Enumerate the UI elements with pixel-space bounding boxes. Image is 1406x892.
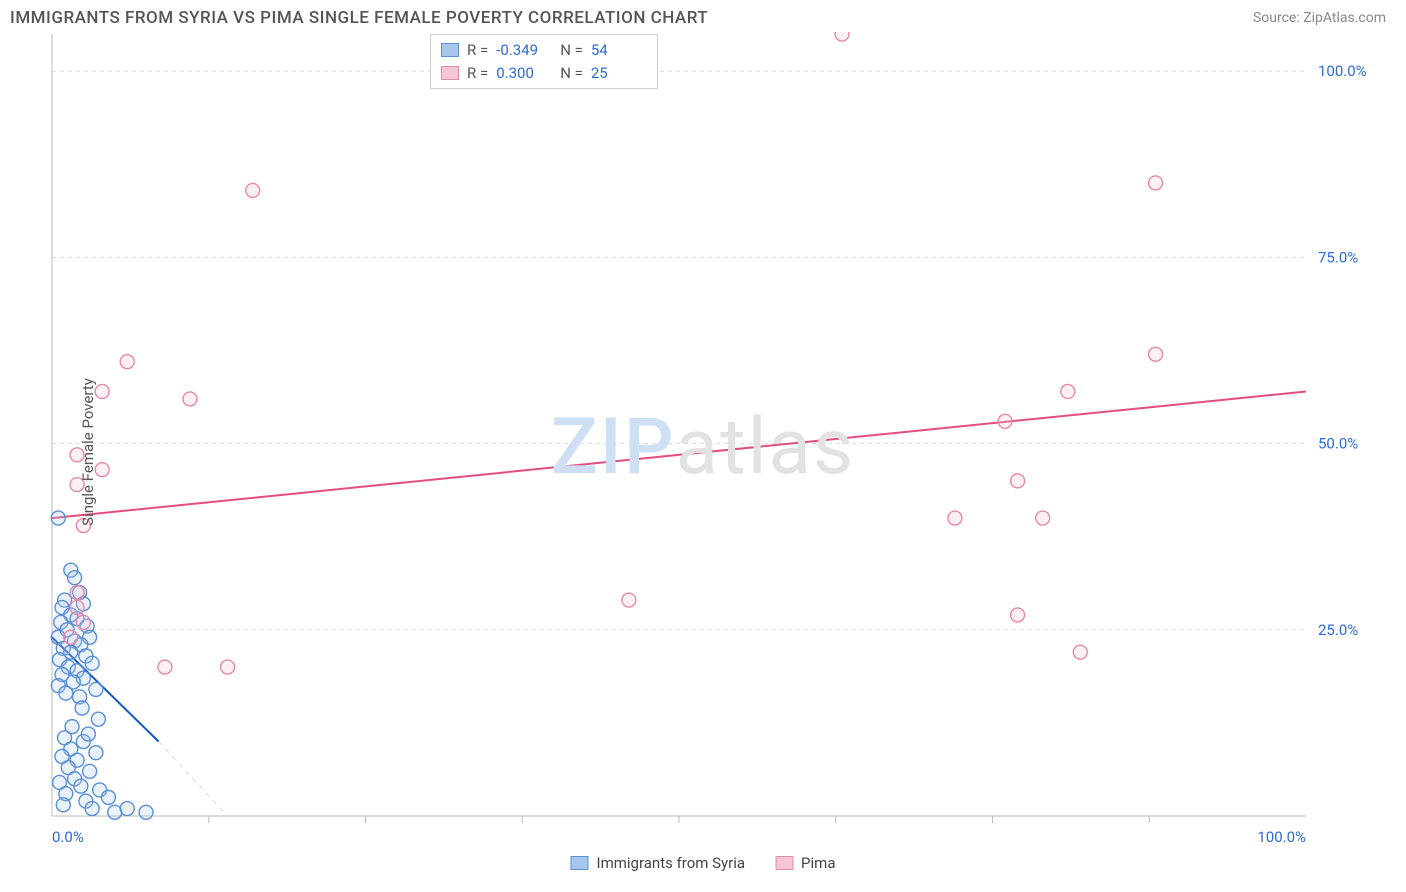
svg-text:75.0%: 75.0% [1318,248,1358,266]
svg-text:100.0%: 100.0% [1257,828,1306,846]
scatter-chart: 25.0% 50.0% 75.0% 100.0% 0.0% 100.0% [10,32,1396,872]
chart-title: IMMIGRANTS FROM SYRIA VS PIMA SINGLE FEM… [10,8,708,28]
chart-source: Source: ZipAtlas.com [1253,10,1386,26]
chart-header: IMMIGRANTS FROM SYRIA VS PIMA SINGLE FEM… [0,0,1406,32]
legend-swatch-syria [441,43,459,57]
legend-swatch-pima [441,66,459,80]
svg-text:100.0%: 100.0% [1318,62,1367,80]
series-legend: Immigrants from Syria Pima [571,854,836,872]
correlation-legend: R = -0.349 N = 54 R = 0.300 N = 25 [430,34,658,89]
legend-row-1: R = 0.300 N = 25 [441,62,647,85]
legend-row-0: R = -0.349 N = 54 [441,39,647,62]
svg-text:0.0%: 0.0% [52,828,84,846]
legend-label-syria: Immigrants from Syria [597,854,746,872]
svg-text:50.0%: 50.0% [1318,435,1358,453]
n-value-1: 25 [591,62,647,85]
legend-item-syria: Immigrants from Syria [571,854,746,872]
r-value-0: -0.349 [496,39,552,62]
r-label: R = [467,39,488,62]
r-value-1: 0.300 [496,62,552,85]
y-axis-label: Single Female Poverty [79,378,97,526]
n-label: N = [560,39,583,62]
legend-item-pima: Pima [775,854,835,872]
r-label: R = [467,62,488,85]
legend-swatch-syria-icon [571,856,589,870]
n-label: N = [560,62,583,85]
chart-area: Single Female Poverty 25.0% 50.0% 75.0% 100… [10,32,1396,872]
n-value-0: 54 [591,39,647,62]
legend-swatch-pima-icon [775,856,793,870]
svg-text:25.0%: 25.0% [1318,621,1358,639]
legend-label-pima: Pima [801,854,835,872]
